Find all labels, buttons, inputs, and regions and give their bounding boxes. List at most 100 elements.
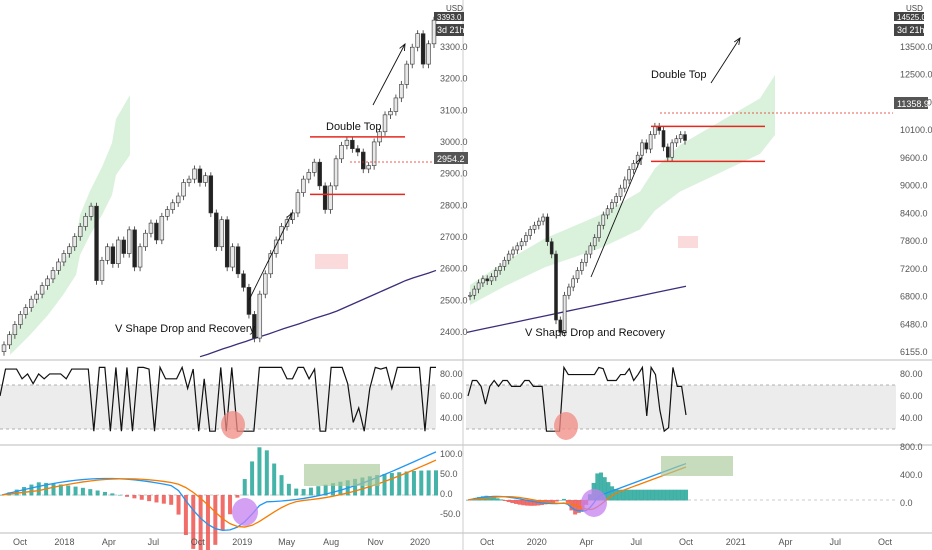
- left-candle-40: [219, 219, 224, 248]
- left-candle-14: [77, 226, 83, 237]
- right-candle-41: [644, 142, 649, 150]
- left-candle-31: [170, 202, 175, 210]
- left-candle-16: [88, 205, 94, 217]
- right-candle-34: [614, 196, 619, 203]
- right-candle-5: [489, 276, 494, 282]
- left-macd-hist-28: [205, 495, 210, 550]
- left-rsi-band: [0, 385, 436, 429]
- left-v-shape-label: V Shape Drop and Recovery: [115, 323, 256, 335]
- left-candle-2: [12, 324, 18, 336]
- left-candle-50: [273, 239, 279, 254]
- left-macd-hist-53: [389, 473, 394, 496]
- left-macd-hist-48: [353, 478, 358, 496]
- left-macd-hist-57: [419, 470, 424, 496]
- left-candle-71: [388, 111, 393, 116]
- right-macd-hist-25: [558, 499, 563, 501]
- right-arrow-1: [710, 37, 741, 84]
- right-macd-hist-39: [610, 486, 615, 501]
- left-macd-hist-58: [426, 470, 431, 496]
- left-candle-21: [116, 239, 121, 264]
- right-macd-hist-16: [525, 500, 530, 506]
- left-top-price: 3393.0: [437, 13, 462, 22]
- left-y-tick-3: 3000.0: [440, 137, 468, 147]
- right-x-tick-3: Jul: [630, 537, 642, 547]
- right-macd-hist-28: [569, 500, 574, 511]
- right-macd-hist-8: [495, 498, 500, 501]
- left-macd-hist-30: [220, 495, 225, 531]
- left-y-tick-0: 3300.0: [440, 42, 468, 52]
- right-candle-26: [579, 262, 584, 271]
- right-x-tick-6: Apr: [778, 537, 792, 547]
- left-macd-hist-17: [125, 495, 130, 497]
- right-macd-hist-27: [565, 500, 570, 503]
- left-rsi-highlight: [221, 411, 245, 439]
- right-rsi-tick-1: 60.00: [900, 391, 923, 401]
- left-y-tick-5: 2800.0: [440, 200, 468, 210]
- right-x-tick-7: Jul: [829, 537, 841, 547]
- left-rsi-tick-0: 80.00: [440, 369, 463, 379]
- left-candle-13: [72, 236, 77, 248]
- right-macd-hist-50: [650, 489, 655, 501]
- right-macd-hist-18: [532, 500, 537, 506]
- left-macd-hist-7: [51, 483, 56, 496]
- left-candle-37: [203, 175, 208, 183]
- left-candle-65: [355, 148, 361, 153]
- left-currency-label: USD: [446, 4, 463, 13]
- left-macd-hist-34: [250, 461, 255, 496]
- right-macd-hist-44: [628, 489, 633, 501]
- right-candle-15: [532, 224, 537, 230]
- right-cloud-red-patch: [678, 236, 698, 248]
- left-candle-74: [404, 63, 409, 85]
- right-macd-hist-23: [550, 500, 555, 503]
- left-candle-61: [333, 158, 339, 187]
- left-candle-45: [246, 287, 252, 315]
- left-candle-42: [230, 246, 235, 268]
- right-candle-37: [627, 169, 631, 181]
- left-candle-70: [382, 114, 388, 133]
- left-macd-hist-49: [360, 477, 365, 496]
- left-candle-48: [263, 273, 268, 295]
- right-macd-hist-59: [684, 489, 688, 501]
- right-signal-line: [467, 466, 687, 511]
- right-candle-1: [472, 288, 477, 296]
- right-macd-hist-51: [654, 489, 659, 501]
- right-candle-30: [597, 224, 601, 238]
- left-candle-36: [197, 168, 203, 183]
- left-y-tick-6: 2700.0: [440, 232, 468, 242]
- left-candle-55: [301, 178, 306, 193]
- left-macd-hist-52: [382, 473, 387, 496]
- right-x-tick-4: Oct: [679, 537, 694, 547]
- left-top-price-badge: [434, 12, 464, 21]
- right-macd-hist-36: [599, 472, 604, 501]
- left-candle-41: [224, 219, 230, 268]
- left-candle-78: [426, 43, 431, 65]
- right-last-price-badge: [894, 97, 928, 109]
- left-macd-hist-40: [294, 488, 299, 496]
- right-macd-hist-46: [635, 489, 640, 501]
- right-y-tick-0: 13500.0: [900, 42, 932, 52]
- right-macd-hist-6: [488, 496, 493, 501]
- left-y-tick-9: 2400.0: [440, 327, 468, 337]
- right-y-tick-10: 6480.0: [900, 319, 928, 329]
- left-macd-hist-23: [169, 495, 174, 505]
- left-candle-3: [18, 314, 23, 325]
- right-candle-3: [481, 278, 485, 284]
- left-x-tick-5: 2019: [232, 537, 252, 547]
- right-x-tick-8: Oct: [878, 537, 893, 547]
- left-macd-hist-3: [22, 487, 27, 496]
- left-macd-box: [304, 464, 380, 486]
- left-rsi-tick-2: 40.00: [440, 413, 463, 423]
- right-y-tick-6: 8400.0: [900, 208, 928, 218]
- left-candle-8: [45, 278, 50, 286]
- right-candle-6: [493, 270, 498, 278]
- right-candle-50: [683, 134, 687, 141]
- right-y-tick-11: 6155.0: [900, 347, 928, 357]
- left-x-tick-6: May: [278, 537, 296, 547]
- right-candle-20: [554, 253, 558, 321]
- right-macd-hist-12: [510, 500, 515, 504]
- right-macd-hist-45: [632, 489, 637, 501]
- right-macd-hist-55: [669, 489, 674, 501]
- right-v-shape-label: V Shape Drop and Recovery: [525, 327, 666, 339]
- left-candle-63: [344, 139, 350, 146]
